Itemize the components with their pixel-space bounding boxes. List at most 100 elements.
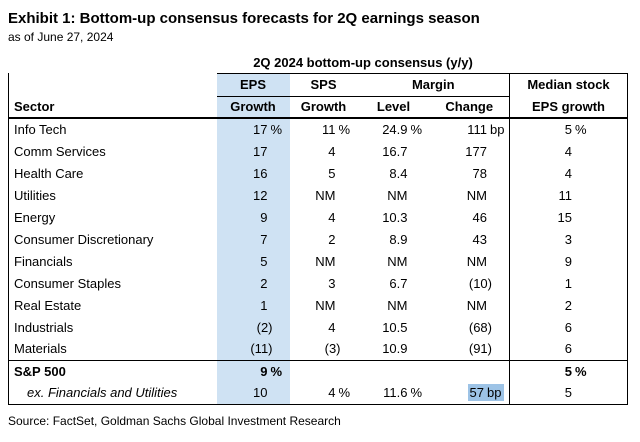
cell-sps-growth: NM [290,184,358,206]
value: NM [387,187,408,203]
value: (11) [250,341,273,357]
value: 15 [557,209,572,225]
value [487,364,504,379]
cell-sector: Comm Services [8,140,217,162]
cell-sps-growth: NM [290,294,358,316]
value: 16 [253,165,268,181]
value [408,364,425,379]
cell-sps-growth: 11% [290,118,358,140]
consensus-group-header: 2Q 2024 bottom-up consensus (y/y) [216,53,510,74]
value: 3 [328,275,336,291]
exhibit-as-of-date: as of June 27, 2024 [8,30,114,44]
cell-eps-growth: 9 [216,206,290,228]
value: 9% [260,363,283,379]
value: 11 [558,187,573,203]
value: 4% [328,385,351,401]
cell-margin-change [429,359,510,382]
value: 4 [328,143,336,159]
value: 10.9 [382,341,408,357]
column-group-median-stock: Median stock [509,72,628,96]
cell-sector: Industrials [8,316,217,338]
value: 6 [564,341,572,357]
column-group-sps: SPS [289,73,358,97]
value: 17 [253,143,268,159]
value: NM [315,187,336,203]
value: 46 [472,209,487,225]
cell-margin-change: 78 [430,162,510,184]
value: NM [466,187,487,203]
value: 8.4 [389,165,408,181]
value: 5% [564,363,587,379]
cell-margin-level: 10.5 [358,316,430,338]
cell-median-eps-growth: 5 [509,382,628,405]
value: NM [466,297,487,313]
cell-sps-growth: 5 [290,162,358,184]
column-group-margin: Margin [357,73,510,97]
cell-sector: Energy [8,206,217,228]
table-row: Financials 5 NM NM NM 9 [8,250,628,272]
cell-margin-change: NM [430,184,510,206]
cell-margin-level: NM [358,294,430,316]
cell-median-eps-growth: 9 [509,250,628,272]
cell-sector: Consumer Staples [8,272,217,294]
value: 3 [564,231,572,247]
cell-margin-level: NM [358,184,430,206]
value: 10 [253,385,268,401]
cell-margin-level: 24.9% [358,118,430,140]
source-attribution: Source: FactSet, Goldman Sachs Global In… [8,413,341,428]
cell-median-eps-growth: 5% [509,359,628,382]
value: 9 [260,209,268,225]
table-row: Real Estate 1 NM NM NM 2 [8,294,628,316]
cell-eps-growth: 17% [216,118,290,140]
value: (2) [256,319,273,335]
value: 111 bp [467,122,505,137]
group-header-row: 2Q 2024 bottom-up consensus (y/y) [9,53,628,74]
cell-sps-growth: 2 [290,228,358,250]
value: 5 [260,253,268,269]
cell-sps-growth [289,359,358,382]
value: 8.9 [389,231,408,247]
cell-sps-growth: 4 [290,316,358,338]
value: NM [315,297,336,313]
value: 4 [328,209,336,225]
spacer-cell [8,73,217,96]
header-margin-change: Change [429,96,510,119]
table-row: Consumer Staples 2 3 6.7 (10) 1 [8,272,628,294]
spacer-cell [510,53,628,73]
table-row: Industrials (2) 4 10.5 (68) 6 [8,316,628,338]
cell-sps-growth: 3 [290,272,358,294]
cell-sector: Health Care [8,162,217,184]
cell-margin-change: 111 bp [430,118,510,140]
value: 7 [260,231,268,247]
cell-sector: Materials [8,338,217,360]
consensus-forecast-table: 2Q 2024 bottom-up consensus (y/y) EPS SP… [8,53,628,405]
cell-eps-growth: 5 [216,250,290,272]
cell-median-eps-growth: 15 [509,206,628,228]
cell-eps-growth: 10 [216,382,290,405]
value: NM [466,253,487,269]
cell-sector: Real Estate [8,294,217,316]
value: 4 [564,143,572,159]
table-body: Info Tech 17% 11% 24.9% 111 bp 5% Comm Services… [8,118,628,405]
table-row: Health Care 16 5 8.4 78 4 [8,162,628,184]
table-row: S&P 500 9% 5% [8,359,628,382]
value: 78 [472,165,487,181]
value: (3) [324,341,341,357]
header-margin-level: Level [357,96,430,119]
cell-eps-growth: (11) [216,338,290,360]
cell-margin-change: NM [430,294,510,316]
cell-median-eps-growth: 5% [509,118,628,140]
value: 10.3 [382,209,408,225]
cell-median-eps-growth: 6 [509,338,628,360]
value: 2 [328,231,336,247]
exhibit-title: Exhibit 1: Bottom-up consensus forecasts… [8,10,480,27]
value: (68) [468,319,492,335]
cell-margin-level: NM [358,250,430,272]
value: 24.9% [382,122,423,137]
cell-margin-level: 10.9 [358,338,430,360]
cell-median-eps-growth: 11 [509,184,628,206]
cell-margin-level: 11.6% [357,382,430,405]
cell-margin-level: 6.7 [358,272,430,294]
value: NM [315,253,336,269]
cell-sector: ex. Financials and Utilities [8,382,217,405]
